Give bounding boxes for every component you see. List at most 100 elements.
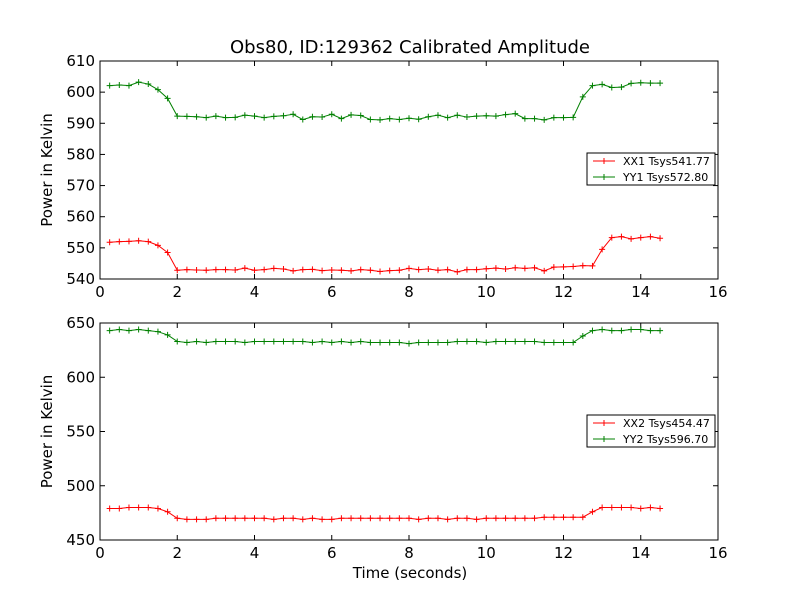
data-point: [454, 268, 461, 275]
data-point: [647, 233, 654, 240]
x-tick-label: 0: [95, 544, 105, 562]
x-tick-label: 10: [477, 544, 496, 562]
data-point: [367, 339, 374, 346]
data-point: [299, 516, 306, 523]
data-point: [434, 112, 441, 119]
data-point: [483, 265, 490, 272]
data-point: [589, 262, 596, 269]
data-point: [357, 266, 364, 273]
data-point: [203, 339, 210, 346]
data-point: [444, 339, 451, 346]
x-tick-label: 16: [708, 544, 727, 562]
series-line: [109, 506, 661, 520]
series-line: [109, 81, 661, 121]
data-point: [541, 116, 548, 123]
legend-marker: [601, 158, 607, 164]
x-tick-label: 8: [404, 283, 414, 301]
data-point: [512, 264, 519, 271]
data-point: [164, 95, 171, 102]
data-point: [560, 263, 567, 270]
x-tick-label: 4: [250, 283, 260, 301]
data-point: [386, 339, 393, 346]
data-point: [570, 114, 577, 121]
data-point: [512, 515, 519, 522]
data-point: [473, 113, 480, 120]
data-point: [357, 112, 364, 119]
data-point: [135, 504, 142, 511]
data-point: [183, 516, 190, 523]
data-point: [454, 112, 461, 119]
data-point: [348, 267, 355, 274]
data-point: [550, 114, 557, 121]
data-point: [454, 338, 461, 345]
data-point: [299, 338, 306, 345]
data-point: [232, 515, 239, 522]
data-point: [483, 515, 490, 522]
y-tick-label: 600: [66, 83, 95, 101]
data-point: [579, 333, 586, 340]
data-point: [154, 242, 161, 249]
data-point: [241, 265, 248, 272]
series-xx2: [106, 504, 664, 523]
x-tick-label: 12: [554, 283, 573, 301]
y-tick-label: 600: [66, 368, 95, 386]
data-point: [106, 239, 113, 246]
data-point: [348, 339, 355, 346]
data-point: [657, 235, 664, 242]
data-point: [579, 514, 586, 521]
data-point: [637, 505, 644, 512]
y-tick-label: 650: [66, 314, 95, 332]
data-point: [212, 338, 219, 345]
data-point: [135, 237, 142, 244]
data-point: [473, 516, 480, 523]
data-point: [290, 267, 297, 274]
data-point: [521, 515, 528, 522]
data-point: [550, 514, 557, 521]
data-point: [628, 326, 635, 333]
data-point: [473, 338, 480, 345]
data-point: [222, 515, 229, 522]
data-point: [434, 267, 441, 274]
legend: XX1 Tsys541.77 YY1 Tsys572.80: [586, 152, 716, 186]
data-point: [280, 515, 287, 522]
data-point: [203, 114, 210, 121]
x-tick-label: 0: [95, 283, 105, 301]
data-point: [531, 115, 538, 122]
data-point: [608, 84, 615, 91]
data-point: [512, 110, 519, 117]
data-point: [222, 266, 229, 273]
data-point: [319, 114, 326, 121]
data-point: [251, 267, 258, 274]
data-point: [463, 338, 470, 345]
legend: XX2 Tsys454.47 YY2 Tsys596.70: [586, 414, 716, 448]
data-point: [232, 266, 239, 273]
data-point: [599, 246, 606, 253]
data-point: [502, 266, 509, 273]
data-point: [116, 238, 123, 245]
data-point: [290, 111, 297, 118]
data-point: [164, 331, 171, 338]
data-point: [125, 82, 132, 89]
data-point: [348, 515, 355, 522]
data-point: [425, 266, 432, 273]
data-point: [309, 339, 316, 346]
legend-box: [586, 414, 716, 448]
data-point: [406, 265, 412, 272]
data-point: [492, 113, 499, 120]
data-point: [415, 266, 422, 273]
data-point: [377, 268, 384, 275]
data-point: [164, 508, 171, 515]
data-point: [502, 338, 509, 345]
data-point: [193, 266, 200, 273]
y-tick-label: 500: [66, 477, 95, 495]
data-point: [183, 339, 190, 346]
data-point: [521, 115, 528, 122]
data-point: [647, 504, 654, 511]
data-point: [280, 266, 287, 273]
data-point: [154, 505, 161, 512]
data-point: [183, 113, 190, 120]
data-point: [647, 327, 654, 334]
data-point: [386, 267, 393, 274]
x-tick-label: 6: [327, 544, 337, 562]
y-tick-label: 550: [66, 423, 95, 441]
